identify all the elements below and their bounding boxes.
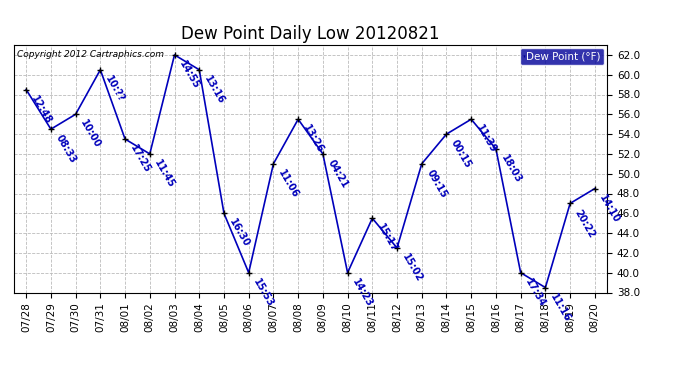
Text: 15:53: 15:53 [251, 277, 275, 309]
Text: 00:15: 00:15 [449, 138, 473, 170]
Text: 04:21: 04:21 [326, 158, 350, 190]
Text: 12:48: 12:48 [29, 94, 53, 126]
Text: 09:15: 09:15 [424, 168, 448, 200]
Text: 14:23: 14:23 [351, 277, 375, 309]
Text: 10:??: 10:?? [103, 74, 126, 104]
Text: 13:26: 13:26 [301, 123, 325, 155]
Text: 20:22: 20:22 [573, 208, 597, 239]
Text: 14:55: 14:55 [177, 59, 201, 91]
Text: 15:02: 15:02 [400, 252, 424, 284]
Text: 17:25: 17:25 [128, 143, 152, 175]
Text: 11:06: 11:06 [276, 168, 300, 200]
Text: 11:16: 11:16 [548, 292, 572, 324]
Text: 08:33: 08:33 [54, 134, 78, 165]
Text: 11:45: 11:45 [152, 158, 177, 190]
Legend: Dew Point (°F): Dew Point (°F) [520, 48, 604, 65]
Text: 16:30: 16:30 [227, 217, 251, 249]
Text: 13:16: 13:16 [202, 74, 226, 106]
Text: 10:00: 10:00 [79, 118, 103, 150]
Text: 17:34: 17:34 [524, 277, 548, 309]
Title: Dew Point Daily Low 20120821: Dew Point Daily Low 20120821 [181, 26, 440, 44]
Text: 11:39: 11:39 [474, 123, 498, 155]
Text: 18:03: 18:03 [499, 153, 523, 185]
Text: 15:17: 15:17 [375, 222, 400, 254]
Text: 14:10: 14:10 [598, 193, 622, 225]
Text: Copyright 2012 Cartraphics.com: Copyright 2012 Cartraphics.com [17, 50, 164, 59]
